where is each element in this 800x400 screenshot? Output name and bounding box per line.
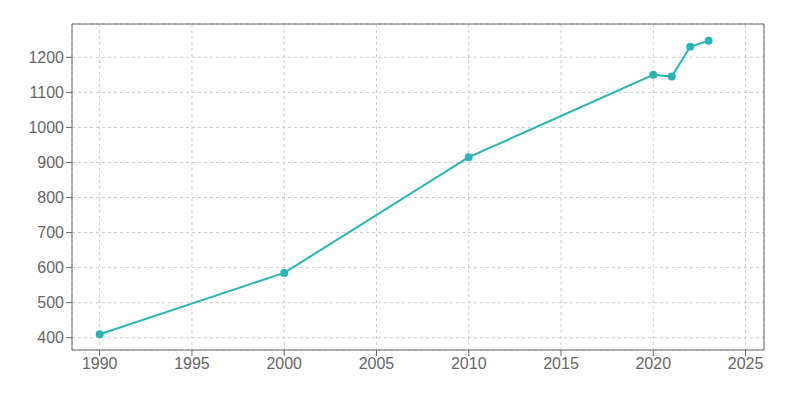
svg-text:2020: 2020 — [635, 355, 671, 372]
svg-text:700: 700 — [37, 224, 64, 241]
svg-text:500: 500 — [37, 294, 64, 311]
svg-text:1000: 1000 — [28, 119, 64, 136]
svg-text:800: 800 — [37, 189, 64, 206]
svg-text:1990: 1990 — [82, 355, 118, 372]
svg-text:2010: 2010 — [451, 355, 487, 372]
svg-text:900: 900 — [37, 154, 64, 171]
svg-text:2025: 2025 — [728, 355, 764, 372]
svg-text:1200: 1200 — [28, 49, 64, 66]
svg-text:400: 400 — [37, 329, 64, 346]
svg-text:2000: 2000 — [266, 355, 302, 372]
svg-text:1995: 1995 — [174, 355, 210, 372]
svg-text:2015: 2015 — [543, 355, 579, 372]
svg-text:1100: 1100 — [30, 84, 65, 101]
svg-text:600: 600 — [37, 259, 64, 276]
svg-text:2005: 2005 — [359, 355, 395, 372]
